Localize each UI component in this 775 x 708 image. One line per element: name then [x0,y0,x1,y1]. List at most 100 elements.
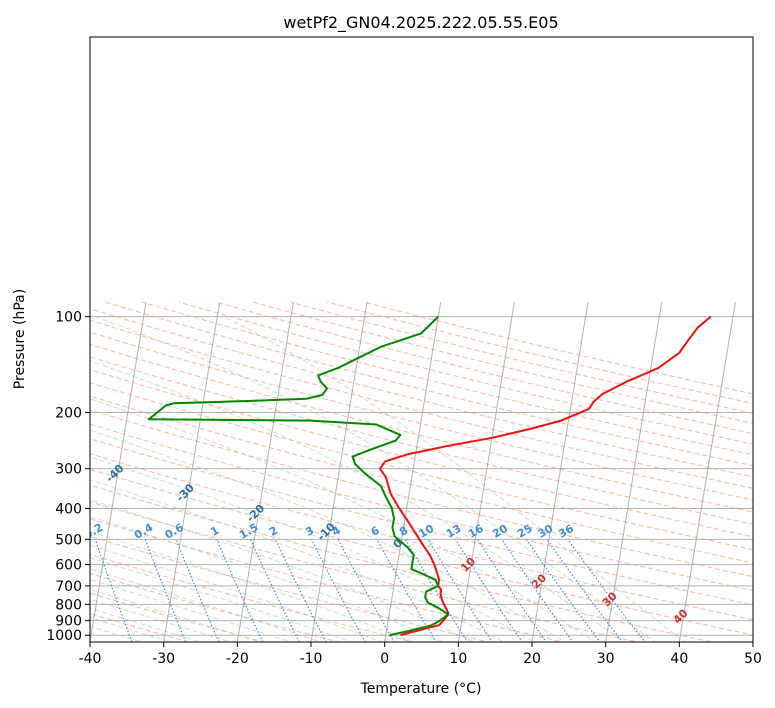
isotherm [531,301,589,642]
mixing-ratio-line [337,539,395,642]
isotherm-label: -10 [315,520,338,543]
dry-adiabat [90,319,753,489]
y-axis-label: Pressure (hPa) [12,289,28,389]
moist-adiabat [90,398,596,642]
mixing-ratio-lines [94,538,646,642]
isotherms [90,301,753,642]
isotherm [457,301,515,642]
isotherm-label: -40 [103,462,126,485]
y-tick-label: 800 [55,597,82,613]
dewpoint-profile-line [147,315,450,637]
mixing-ratio-label: 0.2 [82,521,105,542]
isotherm [752,638,753,642]
moist-adiabat [90,360,626,642]
mixing-ratio-line [94,539,133,642]
x-tick-label: -30 [152,651,175,667]
mixing-ratio-line [274,539,327,642]
mixing-ratio-line [427,538,493,642]
x-tick-label: -10 [300,651,323,667]
mixing-ratio-line [477,538,548,642]
moist-adiabat [90,616,173,642]
moist-adiabat [90,479,505,642]
isotherm [678,301,736,642]
moist-adiabats [90,316,686,642]
dry-adiabat [90,535,490,642]
x-tick-label: 40 [670,651,688,667]
pressure-gridlines [90,316,753,636]
y-tick-label: 300 [55,462,82,478]
moist-adiabat [90,498,475,642]
mixing-ratio-line [546,538,624,642]
mixing-ratio-line [175,539,220,642]
y-tick-label: 500 [55,532,82,548]
mixing-ratio-label: 2 [267,524,280,539]
dry-adiabat [90,484,715,642]
y-tick-label: 600 [55,558,82,574]
mixing-ratio-line [404,539,469,642]
x-tick-label: 10 [449,651,467,667]
moist-adiabat [90,429,566,642]
y-tick-label: 900 [55,614,82,630]
dry-adiabat [90,518,565,642]
isotherm [310,301,368,642]
dry-adiabat [326,301,753,404]
x-axis-ticks: -40 -30 -20 -10 0 10 20 30 40 50 [79,642,762,667]
dry-adiabat [90,468,753,636]
mixing-ratio-line [376,539,438,642]
x-tick-label: 50 [744,651,762,667]
mixing-ratio-line [216,539,264,642]
y-tick-label: 1000 [46,628,82,644]
moist-adiabat [90,568,323,642]
isotherm [163,301,221,642]
dry-adiabat [90,572,341,642]
mixing-ratio-label: 16 [466,522,486,541]
isotherm-label: -50 [33,440,56,463]
moist-adiabat [95,316,656,642]
moist-adiabat [90,578,292,642]
mixing-ratio-label: 1 [208,524,221,539]
mixing-ratio-label: 0.4 [132,521,156,542]
isotherm-label: 40 [671,606,691,626]
y-tick-label: 700 [55,579,82,595]
dry-adiabat [90,613,191,642]
x-axis-label: Temperature (°C) [360,681,482,697]
x-tick-label: 0 [380,651,389,667]
dry-adiabat [90,395,753,564]
dry-adiabat [90,409,753,578]
x-tick-label: 30 [597,651,615,667]
dry-adiabat [104,301,753,467]
temperature-profile-line [379,315,712,637]
dry-adiabats [90,301,753,642]
dry-adiabat [215,301,753,435]
moist-adiabat [90,516,445,642]
y-tick-label: 200 [55,406,82,422]
mixing-ratio-label: 36 [556,522,576,541]
isotherm [384,301,442,642]
chart-title: wetPf2_GN04.2025.222.05.55.E05 [283,13,558,33]
isotherm-label: -30 [174,481,197,504]
mixing-ratio-label: 8 [397,524,410,539]
plot-frame [89,36,754,643]
dry-adiabat [90,501,640,642]
moist-adiabat [90,531,414,642]
y-tick-label: 400 [55,501,82,517]
mixing-ratio-line [310,539,366,642]
dry-adiabat [90,308,753,478]
moist-adiabat [90,557,353,642]
moist-adiabat [90,589,262,642]
dry-adiabat [90,554,416,642]
x-tick-label: -20 [226,651,249,667]
mixing-ratio-line [144,539,187,642]
mixing-ratio-line [567,538,646,642]
dry-adiabat [90,592,266,642]
dry-adiabat [90,331,753,501]
mixing-ratio-label: 13 [444,522,464,541]
isotherm [236,301,294,642]
x-tick-label: -40 [79,651,102,667]
dry-adiabat [90,423,753,592]
moist-adiabat [90,598,232,642]
isotherm [90,301,147,642]
moist-adiabat [90,544,384,642]
